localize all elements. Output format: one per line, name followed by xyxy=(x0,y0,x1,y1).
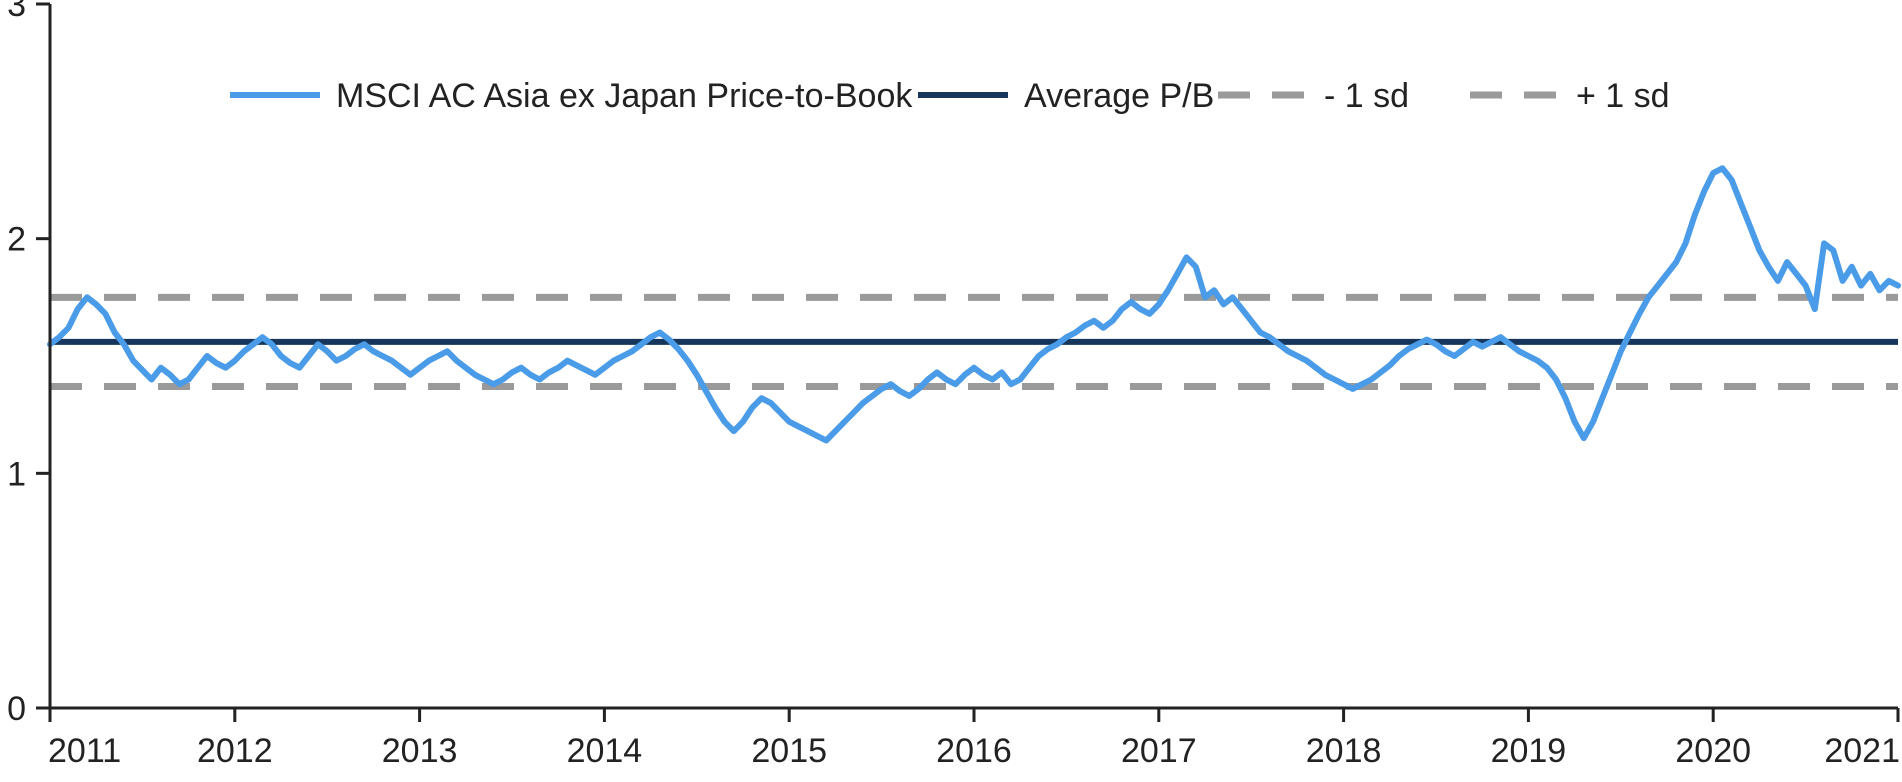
x-tick-label: 2013 xyxy=(382,732,458,770)
x-tick-label: 2011 xyxy=(48,732,121,770)
x-tick-label: 2020 xyxy=(1675,732,1751,770)
x-tick-label: 2018 xyxy=(1306,732,1382,770)
y-tick-label: 0 xyxy=(7,690,26,728)
x-tick-label: 2012 xyxy=(197,732,273,770)
legend-label-plus1sd: + 1 sd xyxy=(1576,77,1670,115)
x-tick-label: 2014 xyxy=(567,732,643,770)
chart-background xyxy=(0,0,1902,782)
x-tick-label: 2021 xyxy=(1824,732,1900,770)
price-to-book-chart: 0 1 2 3 2011 2012 2013 2014 2015 2016 2017 2018 2019… xyxy=(0,0,1902,782)
x-tick-label: 2015 xyxy=(751,732,827,770)
y-tick-label: 2 xyxy=(7,221,26,259)
legend-label-avg: Average P/B xyxy=(1024,77,1214,115)
y-tick-label: 1 xyxy=(7,455,26,493)
legend-label-pb: MSCI AC Asia ex Japan Price-to-Book xyxy=(336,77,913,115)
chart-svg: 0 1 2 3 2011 2012 2013 2014 2015 2016 2017 2018 2019… xyxy=(0,0,1902,782)
x-tick-label: 2016 xyxy=(936,732,1012,770)
legend-label-minus1sd: - 1 sd xyxy=(1324,77,1409,115)
x-tick-label: 2019 xyxy=(1491,732,1567,770)
y-tick-label: 3 xyxy=(7,0,26,24)
x-tick-label: 2017 xyxy=(1121,732,1197,770)
